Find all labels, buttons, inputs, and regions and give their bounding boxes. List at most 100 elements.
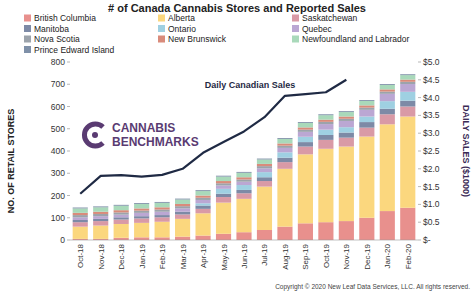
- x-tick-label: Dec-18: [117, 243, 126, 269]
- bar: [359, 105, 374, 107]
- x-tick-label: Nov-19: [342, 243, 351, 269]
- x-tick-label: Mar-19: [179, 243, 188, 269]
- bar: [298, 132, 313, 137]
- legend-swatch: [158, 15, 165, 22]
- bar: [195, 206, 210, 209]
- bar: [236, 173, 251, 177]
- bar: [380, 85, 395, 89]
- bar: [277, 148, 292, 152]
- y2-tick-label: $-: [423, 235, 431, 245]
- bar: [318, 122, 333, 124]
- bar: [339, 117, 354, 119]
- bar: [216, 175, 231, 177]
- y2-tick-label: $4.5: [423, 75, 440, 85]
- legend-swatch: [158, 25, 165, 32]
- bar: [318, 115, 333, 119]
- x-tick-label: Jan-20: [383, 243, 392, 268]
- logo-icon: [84, 124, 103, 146]
- bar: [318, 222, 333, 240]
- bar: [114, 220, 129, 224]
- bar: [236, 193, 251, 199]
- y2-tick-label: $5.0: [423, 57, 440, 67]
- bar: [318, 130, 333, 135]
- logo-text: CANNABIS: [112, 121, 175, 135]
- bar: [114, 204, 129, 206]
- bar: [400, 82, 415, 84]
- bar: [216, 183, 231, 185]
- y2-tick-label: $2.0: [423, 164, 440, 174]
- bar: [73, 227, 88, 239]
- bar: [400, 107, 415, 117]
- legend-swatch: [24, 15, 31, 22]
- y-tick-label: 800: [51, 57, 65, 67]
- x-tick-label: Oct-19: [322, 243, 331, 268]
- y-tick: [67, 173, 70, 174]
- x-tick-label: Jun-19: [240, 243, 249, 268]
- bar: [155, 207, 170, 209]
- y2-tick: [418, 240, 421, 241]
- bar: [339, 133, 354, 138]
- bar: [257, 181, 272, 187]
- bar: [73, 222, 88, 226]
- bar: [175, 204, 190, 206]
- bar: [277, 162, 292, 169]
- x-tick-label: Apr-19: [199, 243, 208, 268]
- x-tick-label: Nov-18: [97, 243, 106, 269]
- bar: [257, 159, 272, 163]
- y-tick: [67, 195, 70, 196]
- bar: [257, 187, 272, 230]
- bar: [277, 169, 292, 227]
- y2-tick-label: $1.0: [423, 199, 440, 209]
- y2-tick: [418, 168, 421, 169]
- bar: [73, 213, 88, 215]
- bar: [318, 120, 333, 122]
- bar: [216, 185, 231, 188]
- bar: [400, 84, 415, 92]
- bar: [380, 109, 395, 115]
- bar: [277, 152, 292, 157]
- bar: [339, 127, 354, 132]
- bar: [195, 190, 210, 192]
- bar: [195, 209, 210, 213]
- bar: [175, 212, 190, 215]
- y-tick-label: 600: [51, 102, 65, 112]
- bar: [277, 143, 292, 145]
- bar: [298, 142, 313, 146]
- bar: [155, 217, 170, 221]
- bar: [298, 122, 313, 124]
- legend-swatch: [158, 36, 165, 43]
- x-tick-label: Sep-19: [301, 243, 310, 269]
- bar: [216, 234, 231, 240]
- bar: [339, 119, 354, 121]
- copyright: Copyright © 2020 New Leaf Data Services,…: [275, 283, 470, 291]
- bar: [216, 194, 231, 197]
- bar: [277, 227, 292, 240]
- y2-tick-label: $2.5: [423, 146, 440, 156]
- bar: [175, 237, 190, 240]
- bar: [277, 138, 292, 140]
- bar: [318, 135, 333, 140]
- bar: [73, 217, 88, 220]
- bar: [236, 182, 251, 185]
- y2-tick: [418, 79, 421, 80]
- chart: # of Canada Cannabis Stores and Reported…: [0, 0, 474, 293]
- y2-tick: [418, 222, 421, 223]
- y2-tick: [418, 97, 421, 98]
- bar: [175, 208, 190, 211]
- line-label: Daily Canadian Sales: [205, 80, 296, 90]
- bar: [114, 206, 129, 210]
- bar: [298, 223, 313, 240]
- y-axis-title: NO. OF RETAIL STORES: [6, 109, 16, 214]
- x-tick-label: Oct-18: [76, 243, 85, 268]
- bar: [216, 177, 231, 181]
- bar: [114, 215, 129, 218]
- legend-label: Newfoundland and Labrador: [302, 34, 409, 44]
- bar: [175, 206, 190, 208]
- bar: [93, 216, 108, 219]
- bar: [93, 207, 108, 211]
- y-tick: [67, 62, 70, 63]
- bar: [380, 89, 395, 91]
- legend-label: New Brunswick: [168, 34, 227, 44]
- bar: [175, 214, 190, 218]
- plot-area: [73, 74, 416, 240]
